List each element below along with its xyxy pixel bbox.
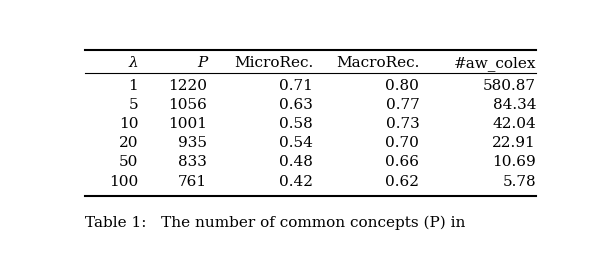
- Text: Table 1:   The number of common concepts (P) in: Table 1: The number of common concepts (…: [85, 216, 465, 230]
- Text: 1220: 1220: [168, 79, 207, 93]
- Text: 0.63: 0.63: [279, 98, 313, 112]
- Text: 10: 10: [119, 117, 138, 131]
- Text: 0.54: 0.54: [279, 136, 313, 150]
- Text: 1: 1: [128, 79, 138, 93]
- Text: 1056: 1056: [168, 98, 207, 112]
- Text: λ: λ: [128, 56, 138, 70]
- Text: 20: 20: [119, 136, 138, 150]
- Text: 761: 761: [178, 175, 207, 188]
- Text: #aw_colex: #aw_colex: [453, 56, 536, 71]
- Text: 833: 833: [178, 155, 207, 169]
- Text: 580.87: 580.87: [483, 79, 536, 93]
- Text: MicroRec.: MicroRec.: [234, 56, 313, 70]
- Text: 0.66: 0.66: [385, 155, 419, 169]
- Text: 84.34: 84.34: [493, 98, 536, 112]
- Text: P: P: [197, 56, 207, 70]
- Text: 0.48: 0.48: [279, 155, 313, 169]
- Text: 5.78: 5.78: [502, 175, 536, 188]
- Text: 5: 5: [128, 98, 138, 112]
- Text: 10.69: 10.69: [492, 155, 536, 169]
- Text: 935: 935: [178, 136, 207, 150]
- Text: 50: 50: [119, 155, 138, 169]
- Text: 1001: 1001: [168, 117, 207, 131]
- Text: 0.62: 0.62: [385, 175, 419, 188]
- Text: 100: 100: [109, 175, 138, 188]
- Text: 0.42: 0.42: [279, 175, 313, 188]
- Text: 0.80: 0.80: [385, 79, 419, 93]
- Text: MacroRec.: MacroRec.: [336, 56, 419, 70]
- Text: 42.04: 42.04: [492, 117, 536, 131]
- Text: 0.73: 0.73: [385, 117, 419, 131]
- Text: 0.71: 0.71: [279, 79, 313, 93]
- Text: 0.70: 0.70: [385, 136, 419, 150]
- Text: 0.58: 0.58: [279, 117, 313, 131]
- Text: 22.91: 22.91: [492, 136, 536, 150]
- Text: 0.77: 0.77: [385, 98, 419, 112]
